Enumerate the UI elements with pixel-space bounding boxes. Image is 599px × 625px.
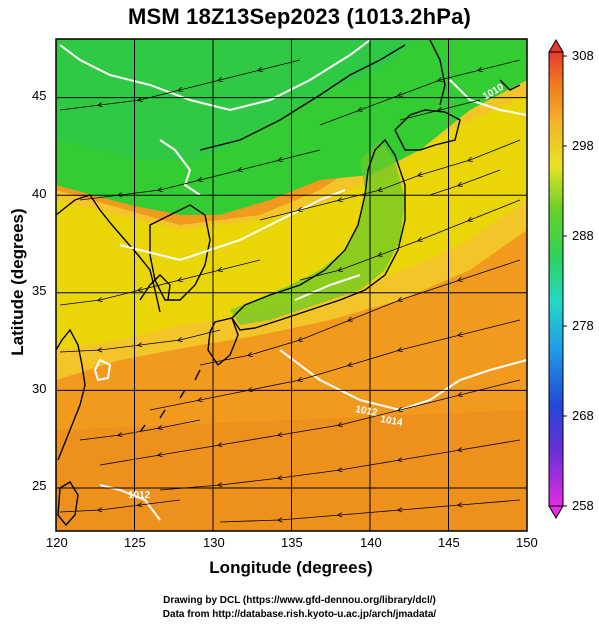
y-tick-label: 35 xyxy=(32,283,47,298)
y-tick-label: 45 xyxy=(32,88,47,103)
graticule xyxy=(56,39,527,531)
y-tick-label: 25 xyxy=(32,478,47,493)
y-tick-label: 30 xyxy=(32,381,47,396)
x-tick-label: 140 xyxy=(360,535,382,550)
colorbar-tick-label: 308 xyxy=(572,48,594,63)
x-tick-label: 145 xyxy=(438,535,460,550)
x-tick-label: 150 xyxy=(516,535,538,550)
colorbar-tick-label: 258 xyxy=(572,498,594,513)
credit-drawing: Drawing by DCL (https://www.gfd-dennou.o… xyxy=(163,595,436,606)
contour-label: 1012 xyxy=(354,404,378,419)
y-axis-label: Latitude (degrees) xyxy=(8,208,27,356)
temperature-field xyxy=(56,39,527,531)
x-tick-label: 135 xyxy=(281,535,303,550)
x-tick-label: 130 xyxy=(203,535,225,550)
map-frame xyxy=(55,38,528,532)
colorbar-tick-label: 268 xyxy=(572,408,594,423)
colorbar xyxy=(548,39,567,519)
y-tick-label: 40 xyxy=(32,186,47,201)
x-axis-label: Longitude (degrees) xyxy=(209,558,373,577)
credit-data: Data from http://database.rish.kyoto-u.a… xyxy=(162,609,437,620)
credits: Drawing by DCL (https://www.gfd-dennou.o… xyxy=(0,594,599,622)
map-title: MSM 18Z13Sep2023 (1013.2hPa) xyxy=(127,4,472,29)
contour-label: 1012 xyxy=(128,490,151,501)
contour-label: 1014 xyxy=(379,414,403,429)
colorbar-tick-label: 288 xyxy=(572,228,594,243)
x-tick-label: 125 xyxy=(124,535,146,550)
x-tick-label: 120 xyxy=(46,535,68,550)
colorbar-tick-label: 278 xyxy=(572,318,594,333)
colorbar-tick-label: 298 xyxy=(572,138,594,153)
